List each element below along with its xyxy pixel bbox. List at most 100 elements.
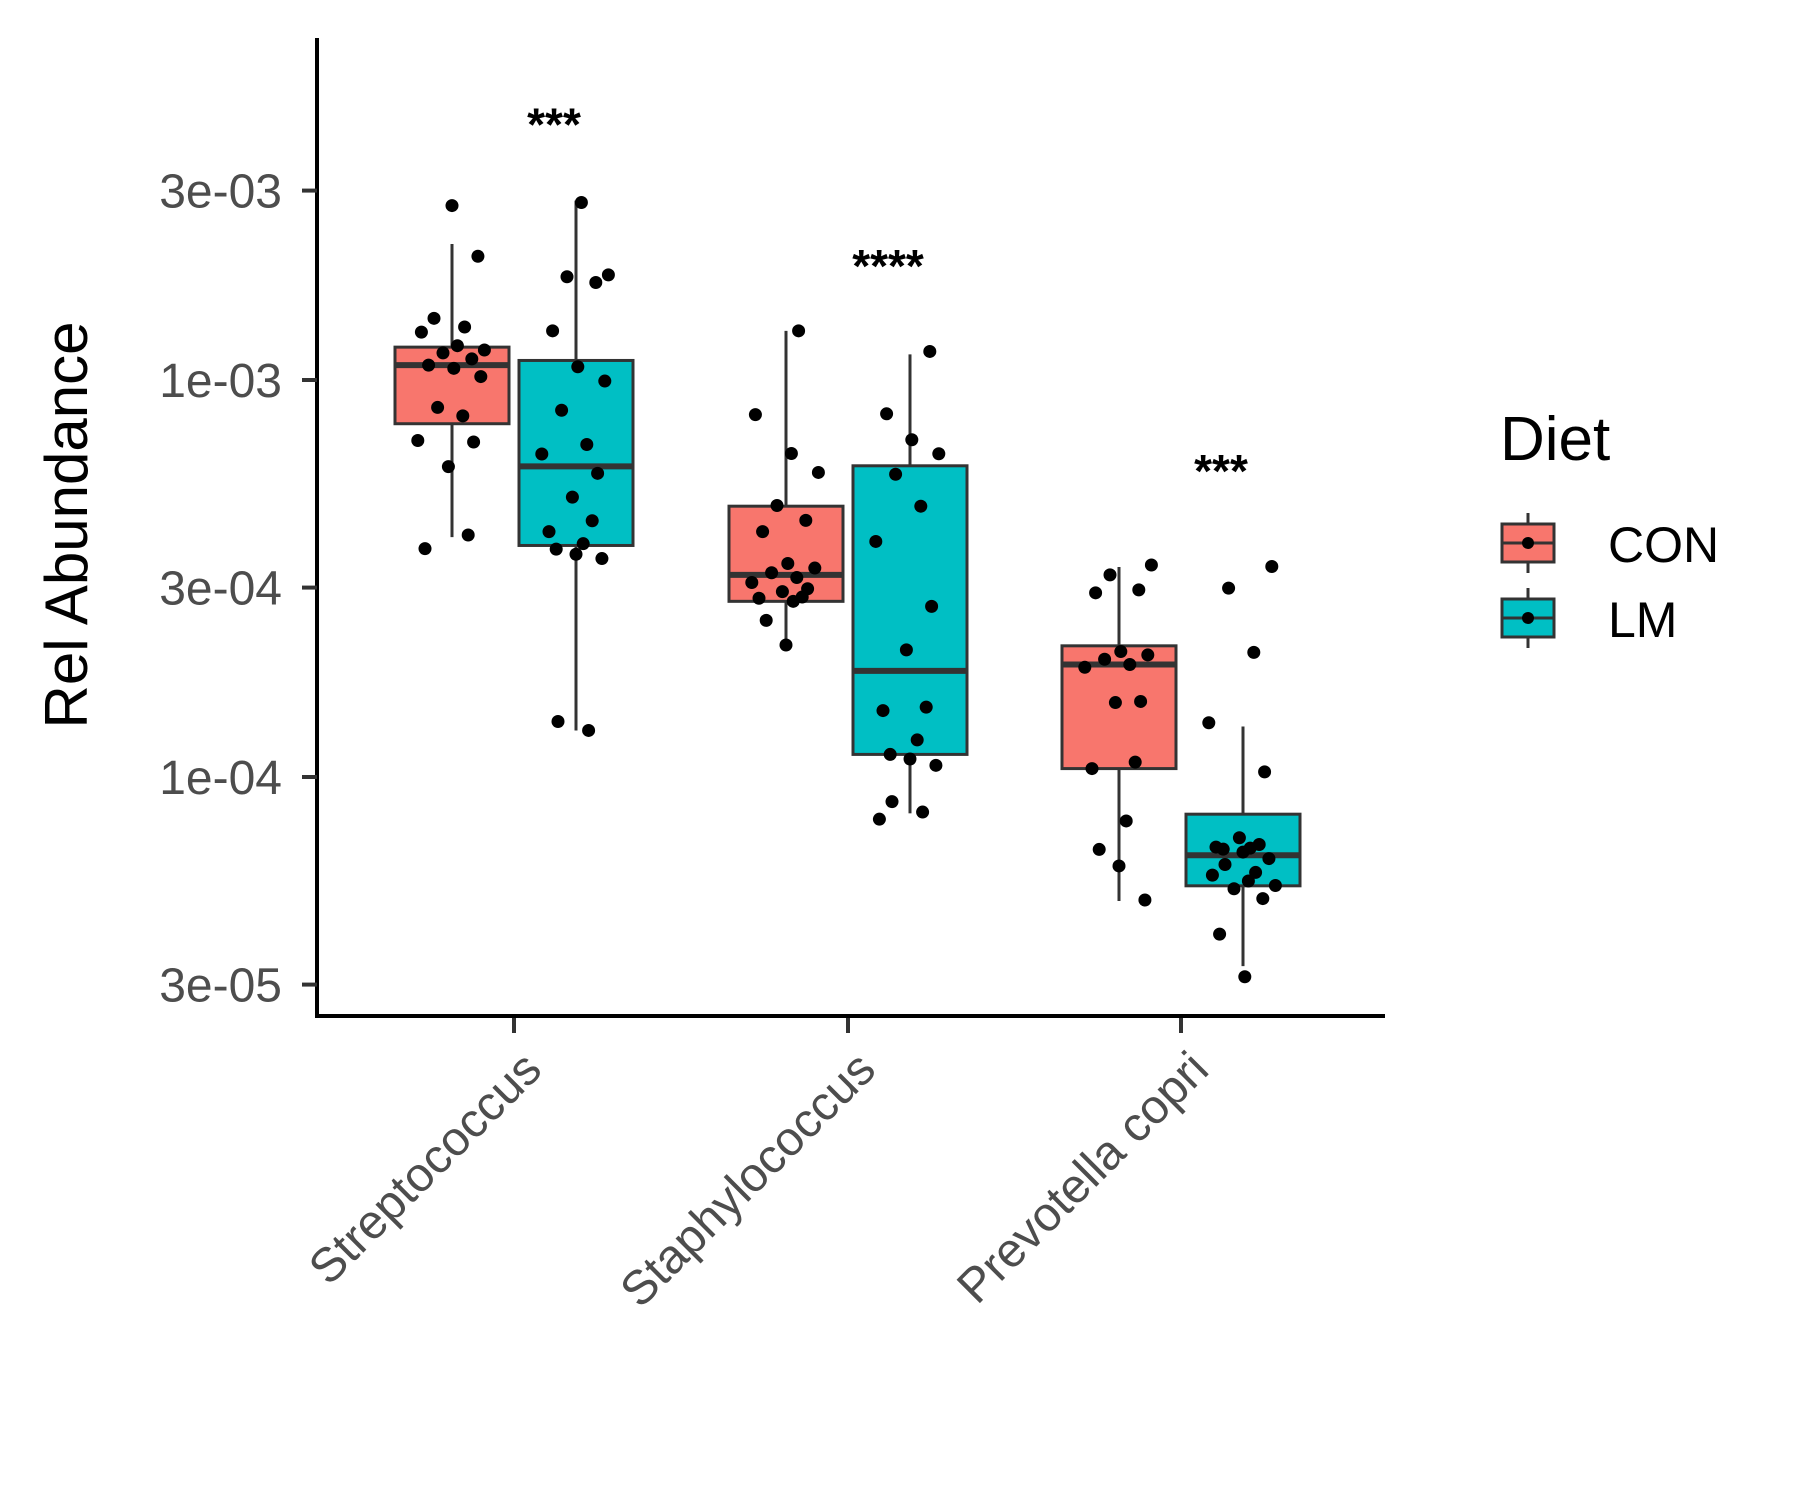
point-con-streptococcus: [458, 320, 472, 334]
point-lm-streptococcus: [580, 437, 594, 451]
y-axis-title: Rel Abundance: [33, 322, 100, 729]
legend-label-con: CON: [1608, 517, 1719, 573]
significance-staphylococcus: ****: [852, 240, 924, 292]
point-lm-prevotella-copri: [1202, 716, 1216, 730]
point-lm-streptococcus: [571, 360, 585, 374]
point-con-prevotella-copri: [1123, 658, 1137, 672]
point-con-staphylococcus: [792, 324, 806, 338]
point-con-staphylococcus: [765, 566, 779, 580]
point-lm-streptococcus: [535, 447, 549, 461]
boxes-layer: [393, 200, 1302, 967]
point-lm-staphylococcus: [885, 795, 899, 809]
y-tick-label-1e-03: 1e-03: [159, 355, 282, 408]
point-con-prevotella-copri: [1141, 648, 1155, 662]
point-con-streptococcus: [445, 199, 459, 213]
point-lm-staphylococcus: [883, 747, 897, 761]
point-lm-streptococcus: [549, 542, 563, 556]
point-con-prevotella-copri: [1134, 694, 1148, 708]
y-ticks: 3e-05 1e-04 3e-04 1e-03 3e-03: [159, 166, 317, 1013]
point-con-prevotella-copri: [1089, 586, 1103, 600]
point-con-prevotella-copri: [1114, 645, 1128, 659]
point-lm-streptococcus: [598, 374, 612, 388]
point-lm-staphylococcus: [929, 758, 943, 772]
point-lm-streptococcus: [546, 324, 560, 338]
legend-title: Diet: [1500, 405, 1610, 474]
point-con-streptococcus: [422, 358, 436, 372]
point-con-streptococcus: [471, 249, 485, 263]
point-con-streptococcus: [427, 311, 441, 325]
point-con-streptococcus: [447, 361, 461, 375]
point-lm-streptococcus: [601, 268, 615, 282]
point-lm-staphylococcus: [869, 534, 883, 548]
point-con-staphylococcus: [786, 594, 800, 608]
point-lm-prevotella-copri: [1265, 560, 1279, 574]
point-lm-prevotella-copri: [1258, 765, 1272, 779]
significance-streptococcus: ***: [527, 99, 581, 151]
point-con-staphylococcus: [759, 613, 773, 627]
point-con-staphylococcus: [811, 465, 825, 479]
point-con-streptococcus: [461, 528, 475, 542]
point-con-prevotella-copri: [1132, 583, 1146, 597]
x-tick-label-streptococcus: Streptococcus: [299, 1042, 552, 1295]
x-tick-label-prevotella-copri: Prevotella copri: [947, 1042, 1218, 1313]
point-con-staphylococcus: [775, 585, 789, 599]
point-con-prevotella-copri: [1138, 893, 1152, 907]
y-tick-label-3e-03: 3e-03: [159, 166, 282, 219]
point-lm-streptococcus: [585, 514, 599, 528]
point-con-prevotella-copri: [1078, 660, 1092, 674]
point-lm-streptococcus: [589, 276, 603, 290]
point-lm-prevotella-copri: [1205, 868, 1219, 882]
point-lm-prevotella-copri: [1213, 927, 1227, 941]
point-lm-staphylococcus: [919, 700, 933, 714]
point-lm-prevotella-copri: [1236, 845, 1250, 859]
point-con-streptococcus: [414, 325, 428, 339]
point-con-staphylococcus: [745, 575, 759, 589]
point-lm-prevotella-copri: [1249, 865, 1263, 879]
point-con-staphylococcus: [748, 408, 762, 422]
point-con-streptococcus: [474, 370, 488, 384]
point-lm-prevotella-copri: [1218, 858, 1232, 872]
point-con-streptococcus: [467, 435, 481, 449]
point-con-prevotella-copri: [1144, 558, 1158, 572]
point-lm-prevotella-copri: [1268, 878, 1282, 892]
point-lm-prevotella-copri: [1262, 852, 1276, 866]
point-con-staphylococcus: [756, 525, 770, 539]
point-con-staphylococcus: [752, 591, 766, 605]
point-con-staphylococcus: [790, 571, 804, 585]
point-con-staphylococcus: [799, 513, 813, 527]
point-lm-staphylococcus: [872, 812, 886, 826]
point-lm-prevotella-copri: [1232, 831, 1246, 845]
x-ticks: Streptococcus Staphylococcus Prevotella co…: [299, 1018, 1219, 1317]
point-lm-prevotella-copri: [1256, 892, 1270, 906]
point-lm-streptococcus: [569, 547, 583, 561]
point-con-streptococcus: [477, 343, 491, 357]
point-lm-staphylococcus: [905, 433, 919, 447]
point-lm-streptococcus: [591, 466, 605, 480]
point-lm-streptococcus: [574, 195, 588, 209]
point-lm-streptococcus: [576, 537, 590, 551]
point-lm-streptococcus: [542, 525, 556, 539]
point-lm-streptococcus: [555, 403, 569, 417]
point-con-prevotella-copri: [1119, 814, 1133, 828]
point-lm-staphylococcus: [914, 499, 928, 513]
point-con-prevotella-copri: [1092, 842, 1106, 856]
point-lm-prevotella-copri: [1238, 970, 1252, 984]
point-con-prevotella-copri: [1103, 568, 1117, 582]
point-con-prevotella-copri: [1085, 762, 1099, 776]
legend-key-point-lm: [1522, 612, 1534, 624]
point-con-staphylococcus: [808, 561, 822, 575]
point-con-prevotella-copri: [1112, 859, 1126, 873]
point-con-streptococcus: [456, 409, 470, 423]
significance-prevotella-copri: ***: [1194, 445, 1248, 497]
legend-key-point-con: [1522, 537, 1534, 549]
point-con-streptococcus: [450, 339, 464, 353]
point-lm-staphylococcus: [923, 344, 937, 358]
y-tick-label-1e-04: 1e-04: [159, 752, 282, 805]
point-lm-streptococcus: [560, 270, 574, 284]
points-layer: [411, 195, 1282, 984]
point-con-staphylococcus: [770, 498, 784, 512]
point-con-streptococcus: [465, 352, 479, 366]
legend-keys: [1500, 513, 1556, 648]
point-lm-staphylococcus: [889, 467, 903, 481]
